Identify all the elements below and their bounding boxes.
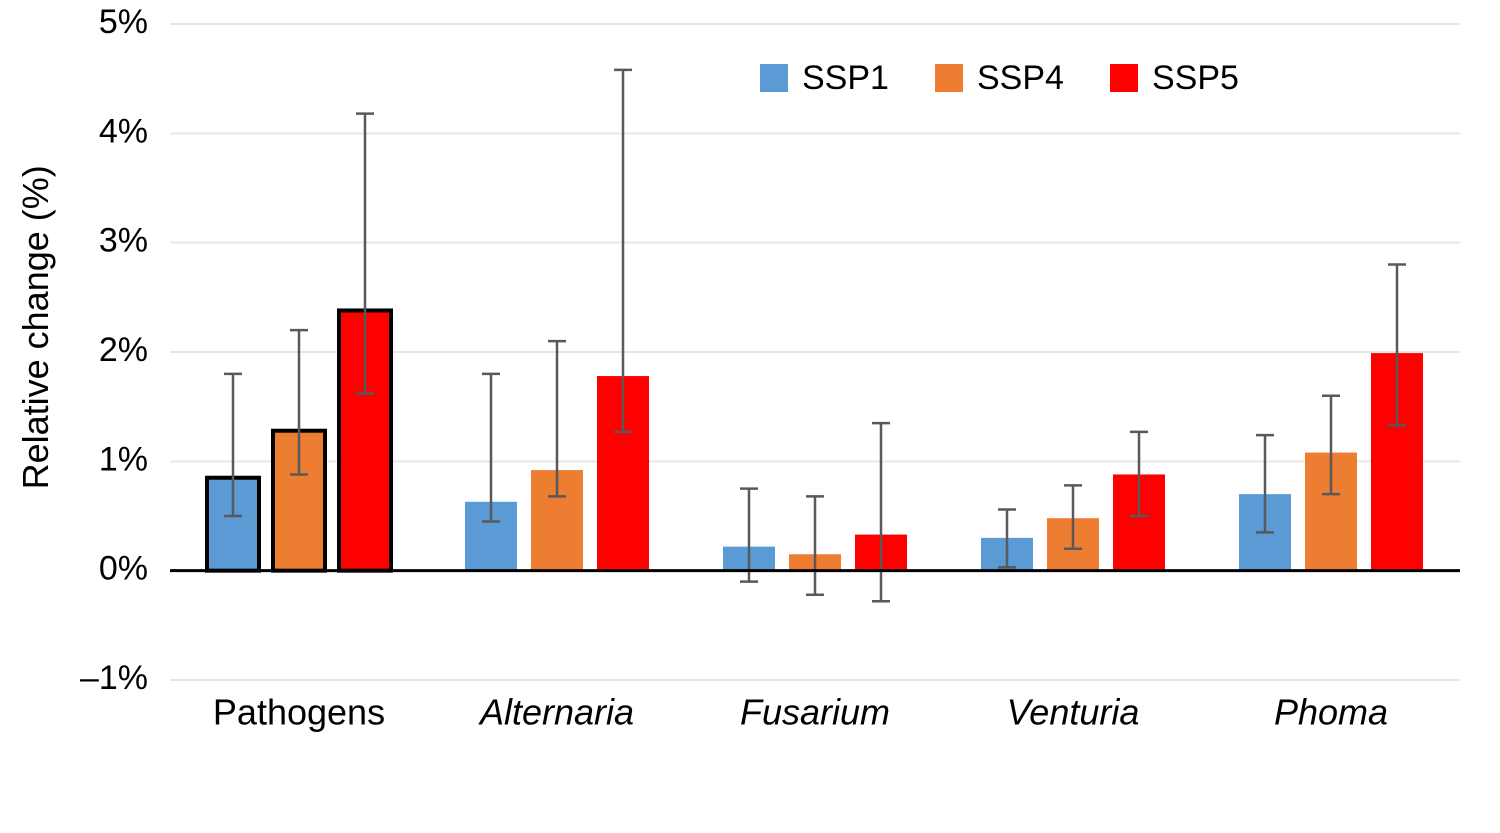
x-tick-label: Fusarium — [740, 691, 890, 732]
x-tick-label: Venturia — [1007, 691, 1140, 732]
bar-chart: –1% 0% 1% 2% 3% 4% 5% Relative change (%) Pathog… — [0, 0, 1500, 833]
y-tick-label: 0% — [99, 550, 148, 588]
y-tick-label: 4% — [99, 112, 148, 150]
y-axis-label: Relative change (%) — [15, 165, 56, 489]
y-tick-label: 2% — [99, 331, 148, 369]
x-tick-label: Pathogens — [213, 691, 385, 732]
legend-label: SSP5 — [1152, 59, 1239, 97]
x-tick-label: Alternaria — [478, 691, 634, 732]
legend-swatch — [935, 64, 963, 92]
y-tick-label: 5% — [99, 3, 148, 41]
y-tick-label: 3% — [99, 222, 148, 260]
chart-container: –1% 0% 1% 2% 3% 4% 5% Relative change (%) Pathog… — [0, 0, 1500, 833]
legend-label: SSP1 — [802, 59, 889, 97]
legend-swatch — [1110, 64, 1138, 92]
legend-label: SSP4 — [977, 59, 1064, 97]
legend-swatch — [760, 64, 788, 92]
y-tick-label: –1% — [80, 659, 148, 697]
y-tick-label: 1% — [99, 440, 148, 478]
x-tick-label: Phoma — [1274, 691, 1388, 732]
